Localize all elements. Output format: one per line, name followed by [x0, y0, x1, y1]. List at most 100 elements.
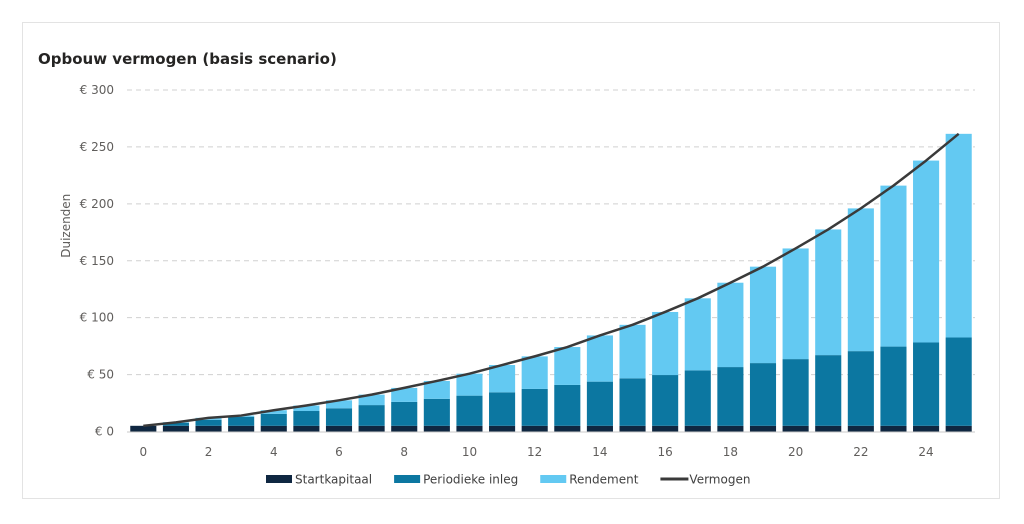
bar-rendement — [913, 160, 940, 343]
y-tick-label: € 100 — [80, 311, 114, 325]
bar-periodieke-inleg — [749, 363, 777, 426]
bar-startkapitaal — [619, 425, 646, 432]
bar-periodieke-inleg — [554, 384, 581, 426]
bar-periodieke-inleg — [847, 351, 874, 426]
x-tick-label: 20 — [788, 445, 803, 459]
bar-periodieke-inleg — [717, 367, 744, 426]
bar-startkapitaal — [945, 425, 972, 432]
bar-rendement — [717, 282, 744, 368]
bar-periodieke-inleg — [260, 413, 287, 426]
bar-startkapitaal — [554, 425, 581, 432]
x-tick-label: 8 — [400, 445, 408, 459]
bar-periodieke-inleg — [521, 388, 548, 426]
bar-startkapitaal — [749, 425, 777, 432]
bar-periodieke-inleg — [423, 398, 450, 426]
bar-periodieke-inleg — [325, 408, 353, 426]
x-tick-label: 24 — [918, 445, 933, 459]
bar-rendement — [880, 185, 907, 347]
chart-title: Opbouw vermogen (basis scenario) — [38, 50, 337, 68]
bar-periodieke-inleg — [293, 411, 320, 426]
bar-rendement — [325, 400, 353, 409]
bar-rendement — [847, 208, 874, 352]
bar-periodieke-inleg — [619, 378, 646, 426]
bar-startkapitaal — [228, 425, 255, 432]
bar-periodieke-inleg — [815, 355, 842, 426]
bar-rendement — [521, 356, 548, 389]
bar-periodieke-inleg — [489, 392, 516, 426]
bar-startkapitaal — [162, 425, 189, 432]
bar-rendement — [358, 394, 385, 406]
bar-startkapitaal — [358, 425, 385, 432]
bar-periodieke-inleg — [913, 342, 940, 426]
bar-rendement — [815, 229, 842, 356]
legend-label: Vermogen — [689, 473, 750, 487]
bar-startkapitaal — [880, 425, 907, 432]
bar-rendement — [423, 380, 450, 399]
legend-swatch — [394, 475, 421, 483]
bar-startkapitaal — [815, 425, 842, 432]
bar-rendement — [652, 311, 679, 376]
bar-rendement — [293, 405, 320, 412]
bar-rendement — [586, 335, 613, 382]
x-tick-label: 10 — [462, 445, 477, 459]
bar-startkapitaal — [325, 425, 353, 432]
bar-periodieke-inleg — [456, 395, 483, 426]
bar-rendement — [391, 387, 418, 402]
bar-startkapitaal — [521, 425, 548, 432]
bar-startkapitaal — [260, 425, 287, 432]
x-tick-label: 6 — [335, 445, 343, 459]
bar-periodieke-inleg — [162, 422, 189, 426]
bar-startkapitaal — [456, 425, 483, 432]
y-tick-label: € 200 — [80, 197, 114, 211]
x-tick-label: 4 — [270, 445, 278, 459]
bar-startkapitaal — [782, 425, 809, 432]
bar-rendement — [684, 298, 711, 371]
legend-swatch — [266, 475, 292, 483]
bar-periodieke-inleg — [782, 359, 809, 426]
bar-startkapitaal — [130, 425, 157, 432]
legend-swatch — [540, 475, 567, 483]
bar-rendement — [945, 133, 972, 338]
x-tick-label: 14 — [592, 445, 607, 459]
bar-startkapitaal — [684, 425, 711, 432]
bar-periodieke-inleg — [358, 405, 385, 426]
line-vermogen — [143, 132, 960, 428]
bar-rendement — [489, 365, 516, 393]
y-tick-label: € 0 — [95, 425, 114, 439]
y-tick-label: € 50 — [87, 368, 114, 382]
y-tick-label: € 150 — [80, 254, 114, 268]
bar-rendement — [782, 248, 809, 360]
bar-startkapitaal — [847, 425, 874, 432]
bar-rendement — [260, 410, 287, 414]
legend-label: Periodieke inleg — [423, 473, 518, 487]
bar-periodieke-inleg — [391, 401, 418, 426]
bar-startkapitaal — [423, 425, 450, 432]
bar-startkapitaal — [913, 425, 940, 432]
x-tick-label: 16 — [658, 445, 673, 459]
bar-startkapitaal — [293, 425, 320, 432]
bar-startkapitaal — [489, 425, 516, 432]
x-tick-label: 2 — [205, 445, 213, 459]
bar-periodieke-inleg — [586, 381, 613, 426]
bar-periodieke-inleg — [228, 416, 255, 426]
bar-rendement — [554, 347, 581, 385]
x-tick-label: 22 — [853, 445, 868, 459]
bar-rendement — [749, 266, 777, 364]
x-tick-label: 18 — [723, 445, 738, 459]
bar-periodieke-inleg — [652, 375, 679, 426]
y-tick-label: € 300 — [80, 83, 114, 97]
x-tick-label: 0 — [139, 445, 147, 459]
bar-periodieke-inleg — [195, 419, 222, 426]
bar-startkapitaal — [717, 425, 744, 432]
bar-periodieke-inleg — [945, 337, 972, 426]
bar-rendement — [619, 324, 646, 379]
legend-label: Startkapitaal — [295, 473, 372, 487]
bar-startkapitaal — [586, 425, 613, 432]
y-axis-label: Duizenden — [59, 194, 73, 258]
bar-periodieke-inleg — [880, 346, 907, 426]
bar-startkapitaal — [195, 425, 222, 432]
bar-startkapitaal — [652, 425, 679, 432]
bar-rendement — [456, 373, 483, 396]
x-tick-label: 12 — [527, 445, 542, 459]
